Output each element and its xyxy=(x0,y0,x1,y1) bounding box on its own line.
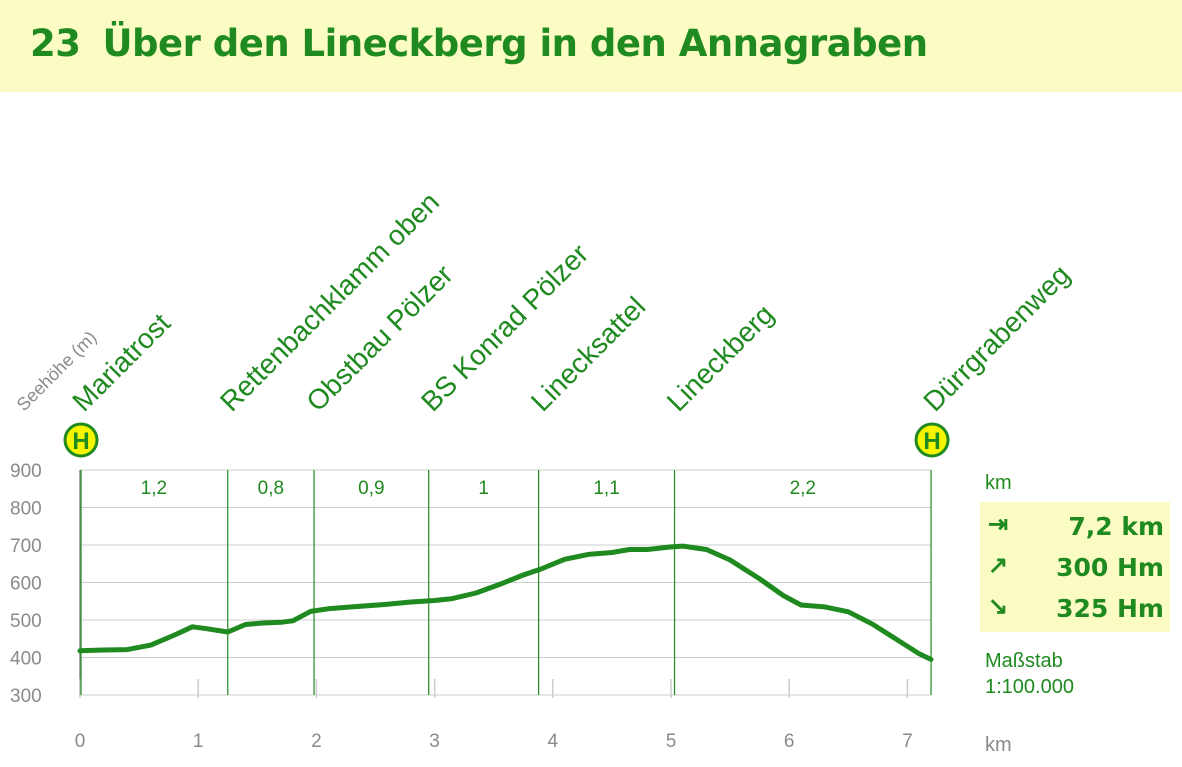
bus-stop-icon xyxy=(914,422,950,458)
x-tick-label: 5 xyxy=(666,731,677,752)
distance-value: 7,2 km xyxy=(1068,512,1164,541)
waypoint-label: Lineckberg xyxy=(661,298,780,417)
scale-value: 1:100.000 xyxy=(985,676,1074,698)
waypoint-label: Mariatrost xyxy=(66,307,176,417)
x-tick-label: 3 xyxy=(429,731,440,752)
x-axis-unit: km xyxy=(985,734,1012,756)
route-stats-box: ⇥ 7,2 km ↗ 300 Hm ↘ 325 Hm xyxy=(980,502,1170,632)
route-title: Über den Lineckberg in den Annagraben xyxy=(102,22,929,65)
y-tick-label: 400 xyxy=(10,649,42,670)
title-banner: 23 Über den Lineckberg in den Annagraben xyxy=(0,0,1182,92)
segment-unit-label: km xyxy=(985,472,1012,494)
y-tick-label: 700 xyxy=(10,536,42,557)
segment-distance-label: 2,2 xyxy=(790,478,816,499)
descent-row: ↘ 325 Hm xyxy=(980,588,1170,628)
scale-label: Maßstab xyxy=(985,650,1063,672)
x-tick-label: 1 xyxy=(193,731,204,752)
y-tick-label: 900 xyxy=(10,461,42,482)
segment-distance-label: 1,2 xyxy=(141,478,167,499)
segment-distance-label: 1 xyxy=(478,478,489,499)
ascent-value: 300 Hm xyxy=(1056,553,1164,582)
distance-arrow-icon: ⇥ xyxy=(988,511,1009,538)
bus-stop-icon-letter: H xyxy=(72,428,89,455)
route-number: 23 xyxy=(30,22,81,65)
y-tick-label: 800 xyxy=(10,499,42,520)
x-tick-label: 0 xyxy=(75,731,86,752)
segment-distance-label: 0,9 xyxy=(358,478,384,499)
segment-distance-label: 1,1 xyxy=(593,478,619,499)
x-tick-label: 6 xyxy=(784,731,795,752)
bus-stop-icon xyxy=(63,422,99,458)
descent-arrow-icon: ↘ xyxy=(988,593,1009,620)
segment-distance-label: 0,8 xyxy=(258,478,284,499)
x-tick-label: 4 xyxy=(548,731,559,752)
distance-row: ⇥ 7,2 km xyxy=(980,506,1170,546)
bus-stop-icon-letter: H xyxy=(923,428,940,455)
y-tick-label: 300 xyxy=(10,686,42,707)
page-title: 23 Über den Lineckberg in den Annagraben xyxy=(30,22,928,65)
descent-value: 325 Hm xyxy=(1056,594,1164,623)
x-tick-label: 2 xyxy=(311,731,322,752)
elevation-line xyxy=(77,543,934,662)
ascent-row: ↗ 300 Hm xyxy=(980,547,1170,587)
waypoint-label: Dürrgrabenweg xyxy=(917,259,1075,417)
y-tick-label: 600 xyxy=(10,574,42,595)
y-tick-label: 500 xyxy=(10,611,42,632)
x-tick-label: 7 xyxy=(902,731,913,752)
ascent-arrow-icon: ↗ xyxy=(988,552,1009,579)
